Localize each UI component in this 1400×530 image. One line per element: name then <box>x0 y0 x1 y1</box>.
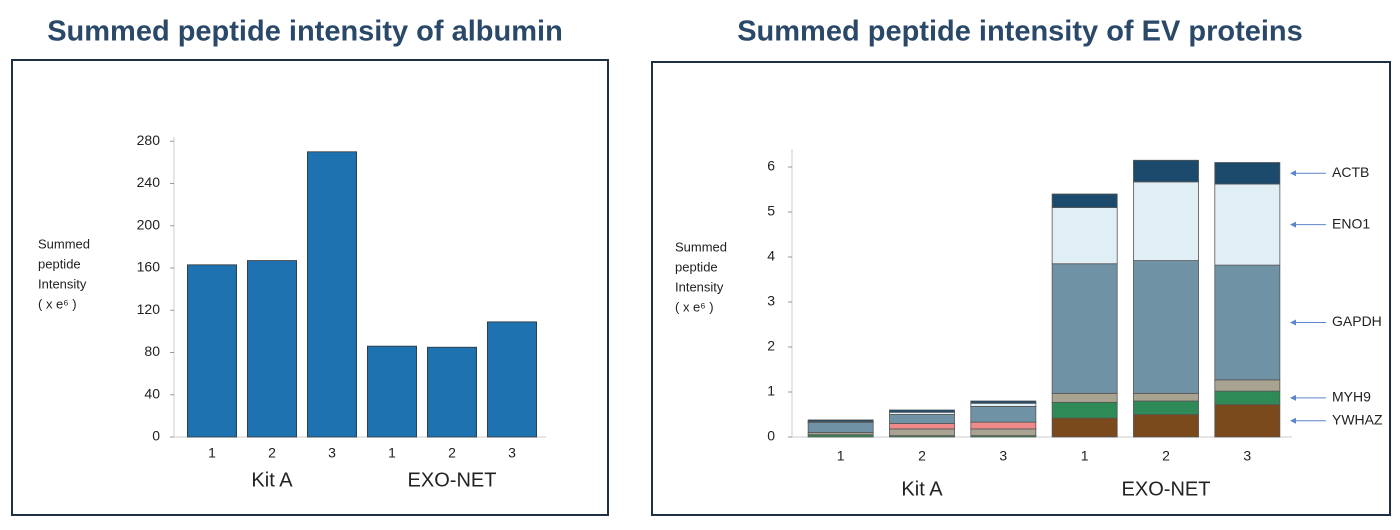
arrow-head <box>1290 221 1296 228</box>
y-tick-label: 240 <box>137 174 161 190</box>
bar <box>486 321 537 438</box>
bar-segment <box>1051 263 1118 394</box>
group-label: EXO-NET <box>408 469 497 491</box>
series-label: GAPDH <box>1332 313 1382 329</box>
bar-segment <box>889 428 955 437</box>
bar <box>186 264 237 438</box>
arrow-head <box>1290 170 1296 177</box>
arrow-head <box>1290 417 1296 424</box>
panel-frame <box>11 59 609 516</box>
y-tick-label: 5 <box>767 203 775 219</box>
y-axis-label: Summed <box>675 239 727 254</box>
bar-segment <box>970 405 1037 423</box>
y-tick-label: 120 <box>137 301 161 317</box>
bar-segment <box>1214 183 1281 266</box>
x-tick-label: 1 <box>208 445 216 461</box>
series-label: MYH9 <box>1332 389 1371 405</box>
chart-title: Summed peptide intensity of albumin <box>47 16 563 48</box>
y-axis-label: Intensity <box>38 276 87 291</box>
bar-segment <box>807 422 874 433</box>
chart-title: Summed peptide intensity of EV proteins <box>737 16 1303 48</box>
bar-segment <box>1051 193 1118 208</box>
x-tick-label: 1 <box>388 445 396 461</box>
y-tick-label: 3 <box>767 293 775 309</box>
y-tick-label: 0 <box>767 428 775 444</box>
bar <box>306 151 357 438</box>
x-tick-label: 3 <box>508 445 516 461</box>
bar-segment <box>1051 207 1118 265</box>
group-label: Kit A <box>251 469 293 491</box>
group-label: EXO-NET <box>1122 478 1211 500</box>
y-tick-label: 160 <box>137 259 161 275</box>
bar-segment <box>1133 159 1199 183</box>
bar-segment <box>1214 390 1281 406</box>
group-label: Kit A <box>901 478 943 500</box>
bar-segment <box>1133 414 1199 438</box>
bar-segment <box>889 423 955 430</box>
series-label: YWHAZ <box>1332 412 1383 428</box>
y-axis-label: peptide <box>675 259 718 274</box>
bar-segment <box>1133 181 1199 262</box>
bar-segment <box>1051 392 1118 403</box>
bar-segment <box>1214 379 1281 392</box>
bar-segment <box>1051 417 1118 438</box>
y-tick-label: 2 <box>767 338 775 354</box>
y-tick-label: 280 <box>137 132 161 148</box>
x-tick-label: 1 <box>837 448 845 464</box>
bar-segment <box>1051 401 1118 419</box>
y-axis-label: Summed <box>38 236 90 251</box>
bar-segment <box>970 428 1037 437</box>
bar-segment <box>970 400 1037 404</box>
bar-segment <box>889 414 955 424</box>
x-tick-label: 3 <box>328 445 336 461</box>
panel-frame <box>651 61 1391 516</box>
arrow-head <box>1290 319 1296 326</box>
series-label: ENO1 <box>1332 215 1370 231</box>
arrow-head <box>1290 394 1296 401</box>
y-axis-label: ( x e⁶ ) <box>675 299 714 314</box>
x-tick-label: 3 <box>999 448 1007 464</box>
y-tick-label: 40 <box>144 385 160 401</box>
y-axis-label: ( x e⁶ ) <box>38 296 77 311</box>
bar-segment <box>1133 400 1199 415</box>
x-tick-label: 2 <box>1162 448 1170 464</box>
y-tick-label: 4 <box>767 248 775 264</box>
y-tick-label: 0 <box>152 428 160 444</box>
bar <box>246 260 297 438</box>
bar-segment <box>1133 392 1199 402</box>
bar <box>366 345 417 438</box>
y-tick-label: 1 <box>767 383 775 399</box>
x-tick-label: 1 <box>1081 448 1089 464</box>
bar-segment <box>970 421 1037 430</box>
bar-segment <box>889 409 955 413</box>
bar <box>426 346 477 438</box>
bar-segment <box>970 402 1037 407</box>
y-tick-label: 80 <box>144 343 160 359</box>
x-tick-label: 2 <box>268 445 276 461</box>
y-tick-label: 200 <box>137 216 161 232</box>
x-tick-label: 3 <box>1243 448 1251 464</box>
bar-segment <box>1214 162 1281 185</box>
bar-segment <box>1214 264 1281 381</box>
y-axis-label: Intensity <box>675 279 724 294</box>
x-tick-label: 2 <box>448 445 456 461</box>
y-axis-label: peptide <box>38 256 81 271</box>
bar-segment <box>1133 260 1199 394</box>
y-tick-label: 6 <box>767 158 775 174</box>
series-label: ACTB <box>1332 164 1369 180</box>
bar-segment <box>1214 404 1281 438</box>
bar-segment <box>807 419 874 423</box>
x-tick-label: 2 <box>918 448 926 464</box>
